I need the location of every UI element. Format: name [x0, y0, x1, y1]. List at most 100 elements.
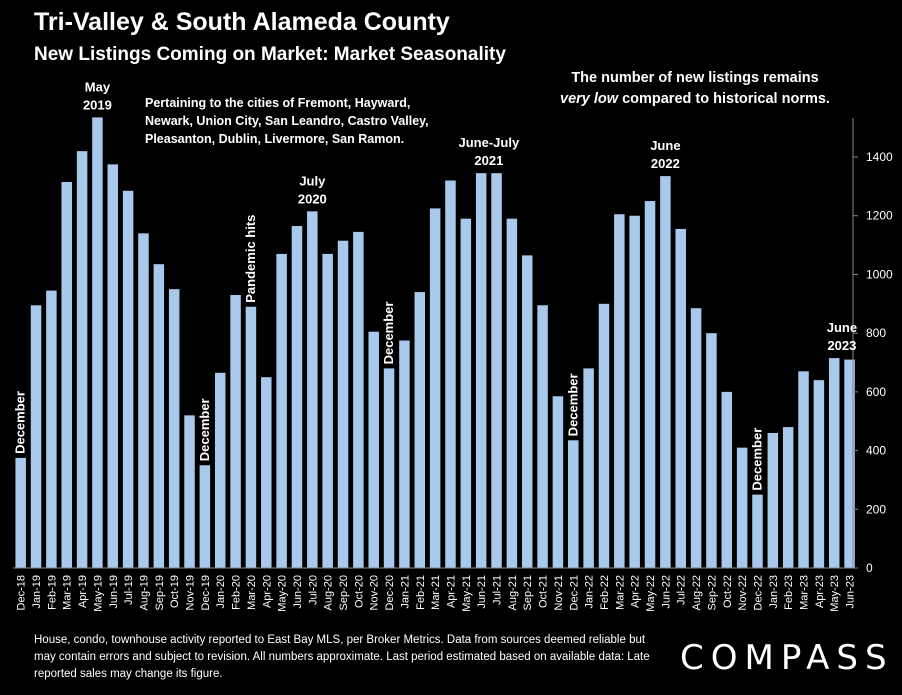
- y-tick-label: 200: [866, 502, 886, 516]
- bar-Dec-21: [568, 440, 579, 568]
- x-tick-label: Jul-22: [676, 575, 688, 605]
- annotation-Dec-21: December: [565, 373, 580, 436]
- bar-Feb-20: [230, 295, 241, 568]
- annotation-Jul-20-line1: July: [299, 173, 326, 188]
- annotation-Jun-22-line2: 2022: [651, 156, 680, 171]
- bar-May-20: [276, 253, 287, 568]
- bar-Dec-20: [383, 368, 395, 568]
- bar-Mar-20: [245, 306, 257, 568]
- bar-Sep-20: [337, 240, 349, 568]
- x-tick-label: Aug-22: [691, 575, 703, 610]
- x-tick-label: Sep-22: [706, 575, 718, 610]
- chart-subtitle: New Listings Coming on Market: Market Se…: [34, 44, 506, 65]
- x-tick-label: May-21: [461, 575, 473, 612]
- annotation-Jul-20-line2: 2020: [298, 191, 327, 206]
- x-tick-label: Feb-23: [783, 575, 795, 610]
- footer-disclaimer: House, condo, townhouse activity reporte…: [34, 634, 650, 680]
- bar-May-22: [644, 201, 656, 568]
- bar-Mar-21: [429, 208, 441, 568]
- bar-Dec-18: [15, 457, 26, 568]
- x-tick-label: Feb-22: [599, 575, 611, 610]
- cities-note: Pertaining to the cities of Fremont, Hay…: [145, 96, 429, 146]
- bar-Jul-21: [491, 173, 502, 568]
- annotation-Dec-19: December: [197, 398, 212, 461]
- x-tick-label: Feb-19: [46, 575, 58, 610]
- bar-Jul-19: [122, 190, 134, 568]
- bar-Sep-19: [153, 264, 165, 568]
- annotation-May-19-line2: 2019: [83, 97, 112, 112]
- x-tick-label: Jan-22: [584, 575, 596, 609]
- bar-Mar-23: [798, 371, 809, 568]
- x-tick-label: Aug-20: [323, 575, 335, 610]
- x-tick-label: Apr-19: [77, 575, 89, 608]
- x-tick-label: Mar-21: [430, 575, 442, 610]
- bar-Apr-22: [629, 215, 640, 568]
- x-tick-label: Oct-19: [169, 575, 181, 608]
- bar-Aug-19: [138, 233, 149, 568]
- bar-Oct-21: [537, 305, 548, 568]
- annotation-Dec-22: December: [749, 428, 764, 491]
- bar-Jan-21: [399, 340, 410, 568]
- annotation-Jun-21-line1: June-July: [459, 135, 520, 150]
- bar-Nov-19: [184, 415, 195, 568]
- bar-Feb-22: [598, 303, 610, 568]
- compass-logo: COMPASS: [680, 638, 894, 678]
- annotation-May-19-line1: May: [85, 79, 111, 94]
- bar-Jun-19: [107, 164, 119, 568]
- y-tick-label: 1000: [866, 267, 893, 281]
- annotation-Jun-21-line2: 2021: [474, 153, 503, 168]
- bar-Jun-20: [291, 226, 303, 569]
- bar-May-23: [828, 358, 840, 568]
- bar-Mar-22: [614, 214, 625, 568]
- x-tick-label: Jan-21: [399, 575, 411, 609]
- bar-Apr-20: [261, 377, 272, 568]
- x-tick-label: May-22: [645, 575, 657, 612]
- x-tick-label: Nov-21: [553, 575, 565, 610]
- x-tick-label: Mar-19: [62, 575, 74, 610]
- x-tick-label: Oct-21: [538, 575, 550, 608]
- x-tick-label: Jul-21: [492, 575, 504, 605]
- x-tick-label: May-20: [277, 575, 289, 612]
- bar-May-21: [460, 218, 472, 568]
- x-tick-label: Jun-23: [845, 575, 857, 609]
- bar-Feb-23: [782, 427, 794, 568]
- x-tick-label: Jul-19: [123, 575, 135, 605]
- x-tick-label: Nov-22: [737, 575, 749, 610]
- bar-Dec-22: [752, 494, 763, 568]
- annotation-Mar-20: Pandemic hits: [243, 215, 258, 303]
- y-tick-label: 400: [866, 444, 886, 458]
- x-tick-label: Sep-19: [154, 575, 166, 610]
- bar-Jul-22: [675, 228, 686, 569]
- bar-Jan-20: [214, 372, 226, 568]
- bar-Apr-19: [76, 151, 88, 568]
- x-tick-label: Sep-21: [522, 575, 534, 610]
- bar-Jan-22: [583, 368, 594, 568]
- bar-Sep-22: [706, 333, 717, 568]
- x-tick-label: Aug-19: [138, 575, 150, 610]
- x-tick-label: Jan-20: [215, 575, 227, 609]
- annotation-Dec-20: December: [381, 302, 396, 365]
- y-tick-label: 1400: [866, 150, 893, 164]
- bar-Aug-21: [506, 218, 518, 568]
- bar-Oct-20: [353, 231, 364, 569]
- bar-Oct-19: [168, 289, 180, 568]
- x-tick-label: Apr-21: [445, 575, 457, 608]
- y-tick-label: 800: [866, 326, 886, 340]
- bar-Aug-22: [690, 308, 702, 568]
- y-tick-label: 0: [866, 561, 873, 575]
- bar-Dec-19: [199, 465, 211, 568]
- x-tick-label: Feb-20: [231, 575, 243, 610]
- callout-emphasis: very low: [560, 91, 619, 107]
- callout-text: The number of new listings remains very …: [540, 68, 850, 110]
- x-tick-label: Nov-19: [185, 575, 197, 610]
- annotation-Jun-23-line2: 2023: [827, 338, 856, 353]
- bar-Apr-21: [445, 180, 456, 569]
- x-tick-label: Apr-23: [814, 575, 826, 608]
- y-tick-label: 600: [866, 385, 886, 399]
- callout-line1: The number of new listings remains: [571, 70, 819, 86]
- x-tick-label: May-23: [829, 575, 841, 612]
- bar-Jun-23: [844, 359, 855, 568]
- bar-Nov-21: [552, 396, 564, 568]
- annotation-Jun-23-line1: June: [827, 320, 857, 335]
